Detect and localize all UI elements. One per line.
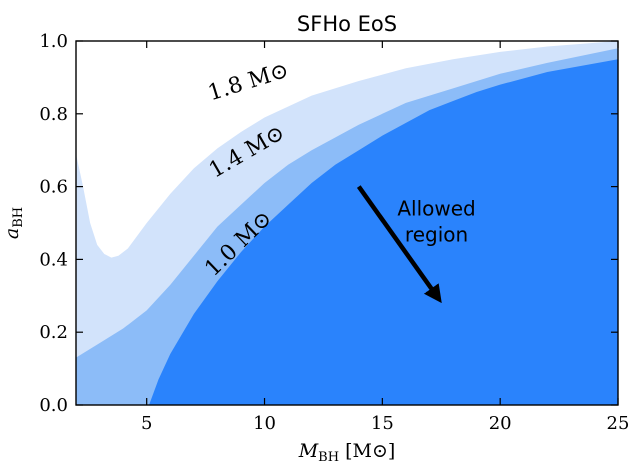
allowed-region-label: Allowed region: [397, 197, 475, 247]
x-tick-label: 25: [607, 413, 630, 434]
axis-ticks: 5 10 15 20 25 0.0 0.2 0.4 0.6 0.8 1.0: [39, 31, 629, 434]
y-tick-label: 0.0: [39, 395, 68, 416]
y-tick-label: 0.6: [39, 177, 68, 198]
x-tick-label: 20: [489, 413, 512, 434]
y-tick-label: 0.8: [39, 104, 68, 125]
plot-frame: [75, 40, 619, 406]
x-tick-label: 5: [141, 413, 152, 434]
chart-title: SFHo EoS: [297, 12, 397, 36]
y-tick-label: 0.4: [39, 249, 68, 270]
y-axis-label: aBH: [1, 207, 26, 239]
x-tick-label: 15: [371, 413, 394, 434]
x-tick-label: 10: [253, 413, 276, 434]
y-tick-label: 1.0: [39, 31, 68, 52]
y-tick-label: 0.2: [39, 322, 68, 343]
allowed-region-arrow: [356, 185, 442, 304]
x-axis-label: MBH [M⊙]: [298, 440, 396, 465]
